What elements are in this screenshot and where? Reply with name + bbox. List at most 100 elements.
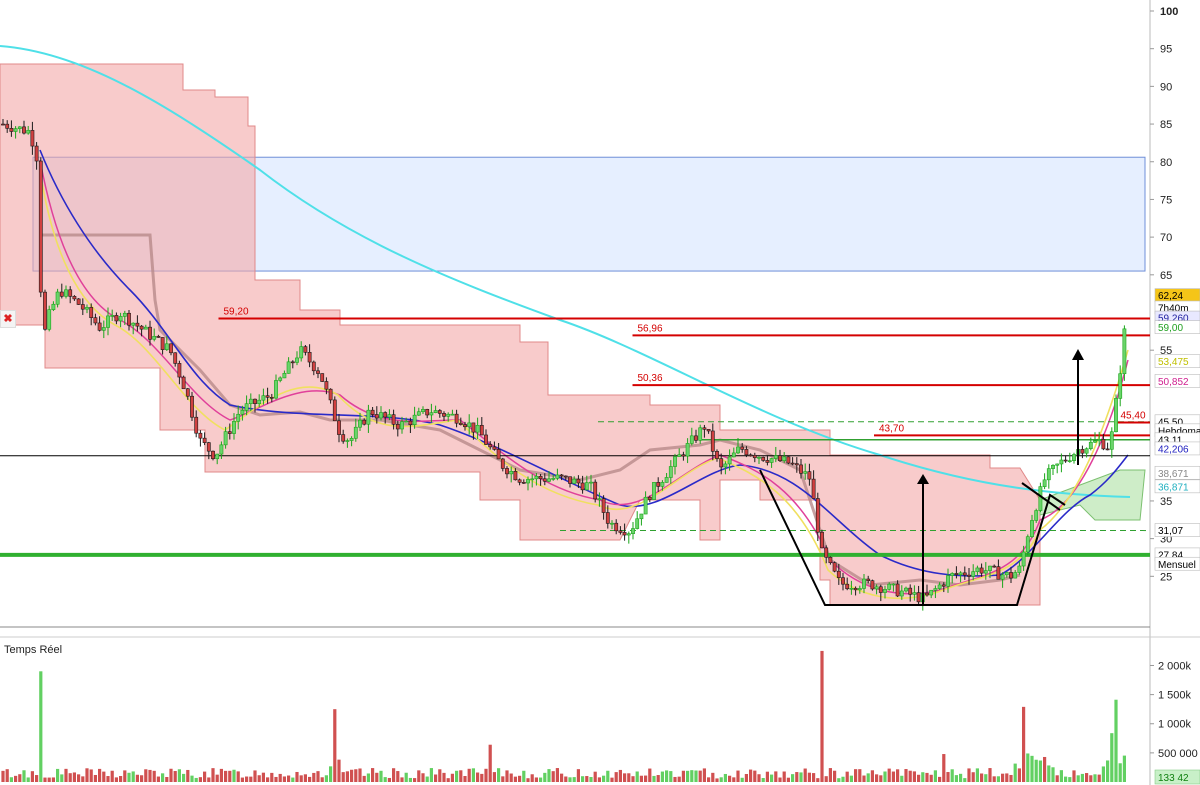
volume-bar: [845, 771, 849, 782]
price-tick-label: 55: [1160, 345, 1172, 357]
volume-bar: [547, 769, 551, 782]
volume-bar: [140, 775, 144, 782]
volume-bar: [1, 770, 5, 782]
volume-bar: [1089, 775, 1093, 782]
candle-body: [185, 388, 190, 397]
candle-body: [904, 587, 908, 592]
price-tick-label: 85: [1160, 119, 1172, 131]
candle-body: [744, 449, 749, 456]
volume-bar: [543, 772, 547, 782]
volume-bar: [568, 777, 572, 782]
volume-bar: [471, 768, 475, 782]
volume-bar: [1030, 755, 1034, 782]
volume-bar: [245, 776, 249, 782]
volume-bar: [534, 777, 538, 782]
candle-body: [870, 580, 875, 590]
candle-body: [387, 414, 392, 418]
candle-body: [656, 482, 661, 487]
candle-body: [521, 482, 526, 484]
volume-bar: [93, 774, 97, 782]
volume-bar: [585, 776, 589, 782]
candle-body: [383, 412, 388, 418]
candle-body: [219, 444, 224, 455]
volume-bar: [22, 770, 26, 782]
volume-bar: [959, 773, 963, 782]
candle-body: [311, 361, 316, 372]
volume-bar: [215, 774, 219, 782]
volume-bar: [425, 776, 429, 782]
candle-body: [437, 410, 442, 414]
candle-body: [458, 422, 463, 425]
candle-body: [568, 476, 572, 484]
candle-body: [605, 512, 610, 524]
volume-tick-label: 1 500k: [1158, 690, 1192, 702]
candle-body: [1000, 574, 1005, 580]
volume-bar: [240, 777, 244, 782]
volume-bar: [253, 770, 257, 782]
candle-body: [731, 452, 736, 458]
volume-bar: [938, 776, 942, 782]
price-badge-label: 62,24: [1158, 291, 1183, 302]
candle-body: [471, 422, 476, 433]
candle-body: [328, 388, 333, 401]
candle-body: [1051, 464, 1055, 469]
volume-bar: [320, 777, 324, 782]
volume-bar: [186, 769, 190, 782]
volume-bar: [807, 772, 811, 782]
volume-bar: [266, 777, 270, 782]
candle-body: [513, 470, 518, 481]
volume-bar: [480, 773, 484, 782]
volume-bar: [539, 777, 543, 782]
candle-body: [374, 414, 379, 419]
volume-bar: [102, 771, 106, 782]
volume-bar: [992, 776, 996, 782]
ma-9-yellow: [39, 169, 1129, 600]
candle-body: [349, 438, 354, 441]
volume-bar: [1093, 774, 1097, 782]
volume-bar: [1114, 699, 1118, 782]
volume-bar: [1064, 776, 1068, 782]
candle-body: [93, 317, 98, 324]
close-icon[interactable]: ✖: [0, 310, 16, 328]
candle-body: [173, 352, 178, 364]
candle-body: [971, 571, 976, 577]
volume-bar: [715, 778, 719, 782]
volume-bar: [757, 774, 761, 782]
volume-bar: [476, 772, 480, 782]
candle-body: [517, 479, 522, 483]
volume-bar: [875, 774, 879, 782]
candle-body: [765, 460, 770, 463]
candle-body: [47, 309, 52, 330]
candle-body: [639, 513, 644, 520]
volume-bar: [900, 775, 904, 782]
candle-body: [820, 531, 824, 549]
candle-body: [345, 440, 350, 442]
volume-bar: [917, 774, 921, 782]
candle-body: [257, 399, 262, 404]
volume-bar: [686, 770, 690, 782]
volume-bar: [560, 773, 564, 782]
candle-body: [610, 522, 614, 525]
candle-body: [454, 413, 459, 424]
volume-bar: [690, 770, 694, 782]
volume-bar: [119, 776, 123, 782]
candle-body: [723, 463, 728, 468]
candle-body: [719, 458, 724, 468]
volume-bar: [1097, 774, 1101, 782]
candle-body: [866, 578, 871, 581]
volume-bar: [287, 775, 291, 782]
candle-body: [1105, 448, 1110, 451]
cup-pattern-line: [759, 469, 1066, 606]
candle-body: [941, 584, 946, 587]
candle-body: [135, 322, 140, 327]
price-badge: [1154, 354, 1200, 368]
candle-body: [475, 425, 480, 433]
volume-bar: [77, 774, 81, 782]
candle-body: [152, 336, 157, 340]
candle-body: [202, 437, 207, 443]
candle-body: [862, 578, 866, 589]
candle-body: [232, 421, 236, 434]
volume-bar: [282, 776, 286, 782]
volume-bar: [358, 768, 362, 782]
